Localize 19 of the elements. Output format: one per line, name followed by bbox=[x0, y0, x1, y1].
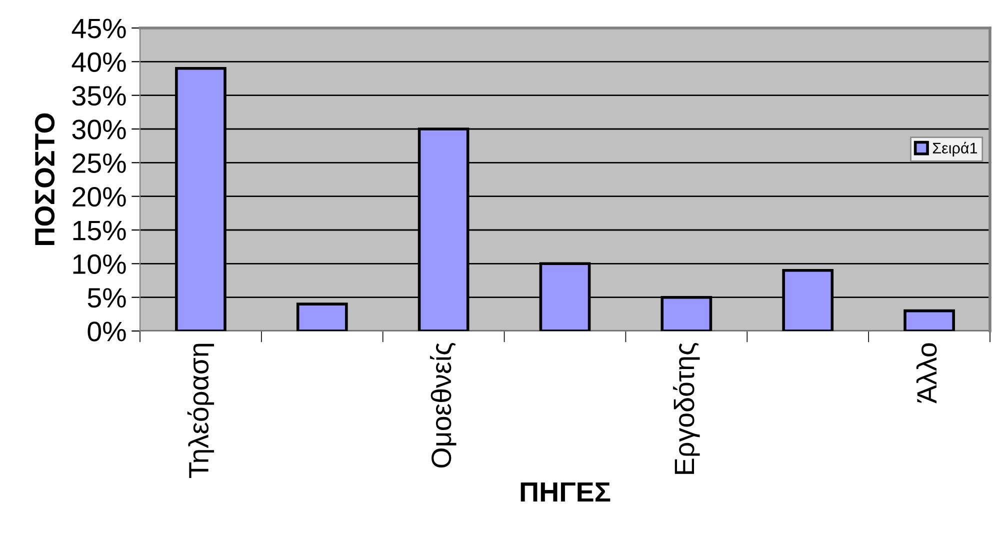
y-tick-label: 15% bbox=[73, 220, 126, 240]
y-tick-label: 10% bbox=[73, 254, 126, 274]
x-tick-label: Ομοεθνείς bbox=[430, 342, 456, 468]
x-tick-label: Τηλεόραση bbox=[187, 344, 214, 478]
y-tick-label: 30% bbox=[72, 120, 126, 140]
y-tick-label: 25% bbox=[72, 153, 126, 174]
x-axis-title: ΠΗΓΕΣ bbox=[520, 482, 610, 502]
bar bbox=[296, 302, 348, 331]
y-tick-label: 45% bbox=[72, 18, 126, 38]
y-axis-title: ΠΟΣΟΣΤΟ bbox=[34, 113, 55, 245]
x-tick-label: Άλλο bbox=[916, 343, 937, 404]
y-tick-label: 0% bbox=[88, 322, 126, 342]
legend-label: Σειρά1 bbox=[932, 142, 978, 157]
y-tick-label: 40% bbox=[72, 52, 126, 72]
x-tick-label: Εργοδότης bbox=[673, 342, 700, 474]
y-tick-label: 20% bbox=[72, 187, 126, 207]
bar bbox=[904, 309, 955, 331]
y-tick-label: 35% bbox=[72, 86, 126, 106]
y-tick-label: 5% bbox=[88, 288, 126, 308]
